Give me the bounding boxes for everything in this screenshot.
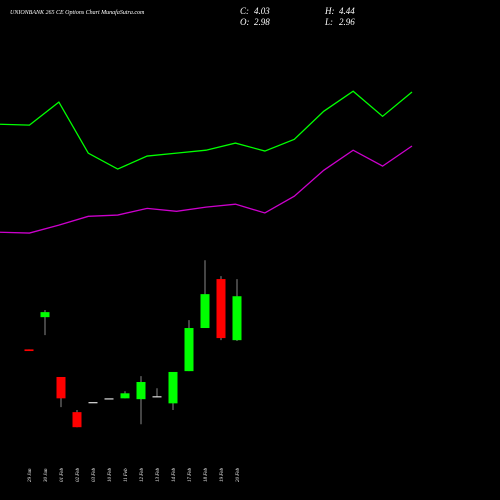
- low-value: 2.96: [339, 17, 355, 27]
- candle-body: [136, 382, 146, 400]
- line-series: [0, 145, 413, 234]
- candle-body: [40, 312, 50, 318]
- candle-body: [168, 371, 178, 404]
- x-tick-label: 10 Feb: [108, 467, 113, 482]
- x-tick-label: 19 Feb: [220, 467, 225, 482]
- close-label: C:: [240, 6, 249, 16]
- high-label: H:: [324, 6, 335, 16]
- x-tick-label: 12 Feb: [140, 467, 145, 482]
- candle-body: [72, 412, 82, 428]
- candle-body: [232, 296, 242, 341]
- x-tick-label: 18 Feb: [204, 467, 209, 482]
- x-tick-label: 17 Feb: [188, 467, 193, 482]
- candle-body: [24, 349, 34, 352]
- x-tick-label: 29 Jan: [28, 468, 33, 482]
- x-tick-label: 02 Feb: [76, 467, 81, 482]
- candle-body: [56, 376, 66, 399]
- chart-title: UNIONBANK 265 CE Options Chart MunafaSut…: [10, 9, 145, 16]
- low-label: L:: [324, 17, 333, 27]
- close-value: 4.03: [254, 6, 270, 16]
- line-series: [0, 90, 413, 170]
- candle-body: [216, 279, 226, 339]
- candle-body: [120, 393, 130, 399]
- high-value: 4.44: [339, 6, 355, 16]
- x-tick-label: 13 Feb: [156, 467, 161, 482]
- candle-body: [200, 294, 210, 329]
- x-tick-label: 11 Feb: [124, 468, 129, 482]
- open-label: O:: [240, 17, 250, 27]
- candle-body: [104, 398, 114, 400]
- x-tick-label: 03 Feb: [92, 467, 97, 482]
- candle-body: [184, 328, 194, 372]
- candle-body: [152, 396, 162, 398]
- candle-body: [88, 402, 98, 404]
- x-tick-label: 01 Feb: [60, 467, 65, 482]
- x-tick-label: 20 Feb: [236, 467, 241, 482]
- x-tick-label: 30 Jan: [44, 468, 49, 482]
- x-tick-label: 14 Feb: [172, 467, 177, 482]
- open-value: 2.98: [254, 17, 270, 27]
